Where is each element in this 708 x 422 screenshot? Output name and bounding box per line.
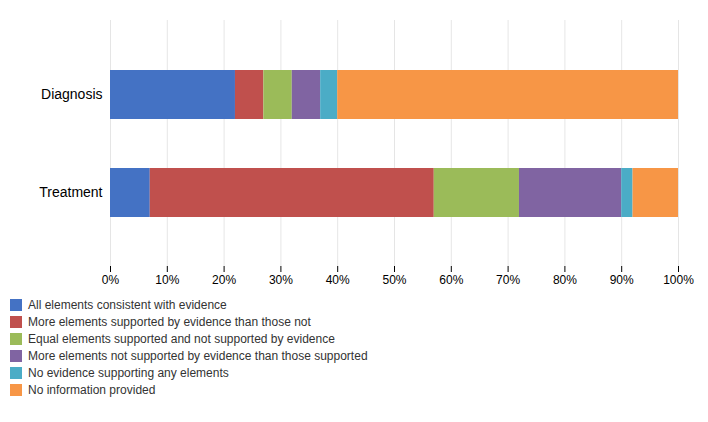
html-text:No information provided: No information provided — [28, 383, 156, 397]
svg-text:60%: 60% — [439, 273, 463, 287]
svg-text:20%: 20% — [212, 273, 236, 287]
html-text:More elements supported by evi: More elements supported by evidence than… — [28, 315, 311, 329]
svg-text:50%: 50% — [382, 273, 406, 287]
svg-text:30%: 30% — [269, 273, 293, 287]
svg-text:40%: 40% — [326, 273, 350, 287]
html-text:Equal elements supported and n: Equal elements supported and not support… — [28, 332, 335, 346]
svg-text:70%: 70% — [496, 273, 520, 287]
svg-text:90%: 90% — [610, 273, 634, 287]
svg-text:10%: 10% — [155, 273, 179, 287]
svg-text:Diagnosis: Diagnosis — [41, 86, 102, 102]
svg-text:Treatment: Treatment — [39, 184, 102, 200]
svg-text:100%: 100% — [663, 273, 694, 287]
html-text:More elements not supported by: More elements not supported by evidence … — [28, 349, 368, 363]
svg-text:0%: 0% — [102, 273, 120, 287]
html-text:All elements consistent with e: All elements consistent with evidence — [28, 298, 227, 312]
svg-text:80%: 80% — [553, 273, 577, 287]
html-text:No evidence supporting any ele: No evidence supporting any elements — [28, 366, 229, 380]
